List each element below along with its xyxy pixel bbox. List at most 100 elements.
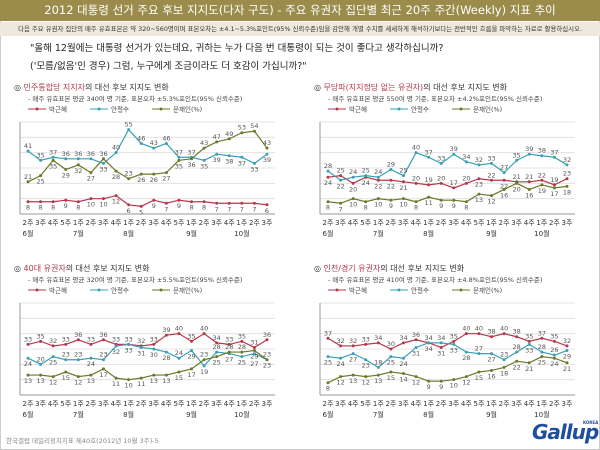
data-point: [215, 355, 219, 359]
chart-subtitle: - 매주 유효표본 평균 550여 명 기준, 표본오차 ±4.2%포인트(95…: [328, 95, 543, 103]
bullet-icon: ◎: [14, 264, 24, 273]
data-label: 33: [250, 165, 258, 173]
data-label: 31: [412, 349, 420, 357]
x-tick-label: 4주: [161, 400, 172, 408]
series-line-0: [28, 194, 268, 207]
data-label: 7: [215, 205, 219, 213]
data-point: [351, 175, 355, 179]
data-point: [265, 152, 269, 156]
data-label: 18: [500, 369, 508, 377]
data-label: 21: [525, 173, 533, 181]
data-point: [76, 375, 80, 379]
data-label: 17: [187, 371, 195, 379]
data-label: 41: [24, 142, 32, 150]
data-point: [202, 364, 206, 368]
data-point: [139, 204, 143, 208]
data-point: [477, 163, 481, 167]
data-label: 36: [99, 331, 107, 339]
data-point: [190, 339, 194, 343]
data-point: [389, 198, 393, 202]
data-label: 25: [238, 359, 246, 367]
x-tick-label: 4주: [224, 400, 235, 408]
x-tick-label: 1주: [236, 400, 247, 408]
chart-title-group: 40대 유권자: [23, 264, 66, 273]
data-point: [414, 345, 418, 349]
data-label: 15: [62, 374, 70, 382]
data-point: [252, 352, 256, 356]
legend-marker: [397, 288, 401, 292]
x-tick-label: 3주: [335, 219, 346, 227]
data-label: 30: [150, 351, 158, 359]
data-point: [139, 345, 143, 349]
data-label: 25: [324, 359, 332, 367]
data-label: 27: [487, 356, 495, 364]
data-point: [389, 178, 393, 182]
data-point: [502, 178, 506, 182]
sample-note: 다음 주요 유권자 집단의 매주 유효표본은 약 320~560명이며 표본오차…: [0, 22, 600, 36]
data-label: 36: [187, 161, 195, 169]
x-tick-label: 2주: [85, 400, 96, 408]
data-point: [565, 344, 569, 348]
data-point: [177, 370, 181, 374]
legend-label: 박근혜: [49, 105, 67, 114]
data-label: 7: [252, 205, 256, 213]
data-point: [202, 358, 206, 362]
data-point: [565, 163, 569, 167]
page-title: 2012 대통령 선거 주요 후보 지지도(다자 구도) - 주요 유권자 집단…: [0, 0, 600, 21]
data-point: [164, 141, 168, 145]
data-point: [64, 198, 68, 202]
data-point: [164, 350, 168, 354]
data-label: 29: [62, 172, 70, 180]
data-point: [101, 197, 105, 201]
data-label: 9: [389, 202, 393, 210]
data-point: [490, 335, 494, 339]
legend-label: 문재인(%): [473, 286, 502, 295]
data-label: 24: [175, 349, 183, 357]
data-point: [401, 197, 405, 201]
data-label: 13: [24, 377, 32, 385]
data-point: [351, 352, 355, 356]
data-label: 32: [475, 156, 483, 164]
legend-label: 문재인(%): [173, 286, 202, 295]
data-label: 34: [437, 334, 445, 342]
data-label: 32: [563, 156, 571, 164]
data-label: 7: [164, 205, 168, 213]
data-label: 28: [462, 354, 470, 362]
chart-title: 의 대선 후보 지지도 변화: [423, 83, 507, 92]
x-tick-label: 4주: [48, 219, 59, 227]
data-point: [452, 339, 456, 343]
data-label: 40: [200, 325, 208, 333]
x-tick-label: 3주: [448, 400, 459, 408]
month-label: 10월: [234, 410, 249, 419]
data-label: 32: [336, 337, 344, 345]
data-label: 27: [162, 175, 170, 183]
line-chart: 2주 3주 4주 5주 1주 2주 3주 4주 1주 2주 3주 4주 5주 1주 2주 3주 4주 1주 2주 3주…: [319, 105, 575, 238]
x-tick-label: 1주: [536, 400, 547, 408]
data-point: [26, 356, 30, 360]
data-point: [376, 365, 380, 369]
data-point: [64, 358, 68, 362]
data-point: [552, 155, 556, 159]
x-tick-label: 3주: [211, 400, 222, 408]
data-point: [265, 338, 269, 342]
chart-title-group: 인천/경기 유권자: [323, 264, 381, 273]
x-tick-label: 5주: [173, 400, 184, 408]
chart-title: 의 대선 후보 지지도 변화: [380, 264, 465, 273]
data-point: [152, 172, 156, 176]
month-label: 8월: [423, 229, 434, 238]
data-label: 33: [124, 335, 132, 343]
data-point: [89, 197, 93, 201]
x-tick-label: 4주: [411, 400, 422, 408]
data-point: [414, 151, 418, 155]
data-label: 22: [487, 171, 495, 179]
data-label: 9: [452, 202, 456, 210]
data-point: [401, 180, 405, 184]
data-point: [439, 345, 443, 349]
data-label: 22: [387, 182, 395, 190]
data-label: 19: [200, 368, 208, 376]
data-label: 46: [162, 134, 170, 142]
data-point: [127, 128, 131, 132]
data-label: 26: [550, 346, 558, 354]
data-label: 35: [36, 332, 44, 340]
data-label: 17: [450, 179, 458, 187]
